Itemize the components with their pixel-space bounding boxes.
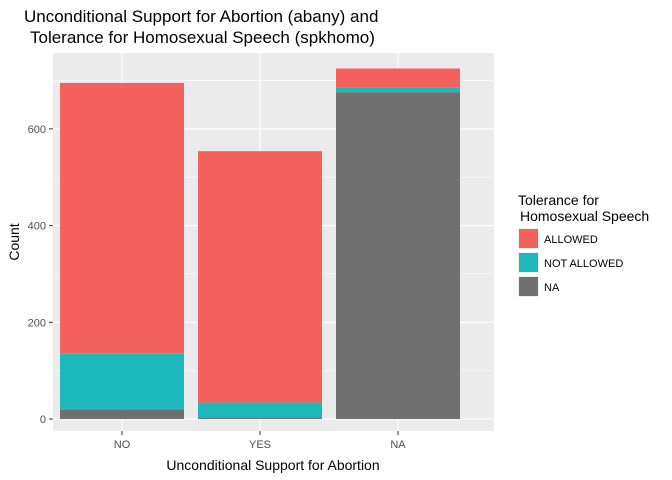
bar-segment-no-allowed (60, 82, 184, 354)
y-tick-label: 600 (28, 124, 46, 136)
bars (60, 68, 460, 420)
x-tick-label: NO (114, 439, 131, 451)
y-tick-label: 400 (28, 221, 46, 233)
y-tick-label: 0 (40, 414, 46, 426)
chart-title: Unconditional Support for Abortion (aban… (24, 7, 378, 47)
y-tick-label: 200 (28, 317, 46, 329)
legend-title-line-1: Tolerance for (518, 192, 599, 208)
legend-key-allowed (519, 229, 538, 248)
bar-segment-na-not-allowed (336, 87, 460, 93)
legend: Tolerance for Homosexual Speech ALLOWED N… (518, 192, 649, 297)
x-tick-label: NA (390, 439, 406, 451)
bar-segment-yes-not-allowed (198, 402, 322, 419)
bar-segment-no-not-allowed (60, 353, 184, 410)
x-axis: NO YES NA (114, 431, 406, 451)
legend-label: NA (544, 282, 560, 294)
bar-segment-na-na (336, 92, 460, 420)
legend-label: ALLOWED (544, 234, 598, 246)
legend-title-line-2: Homosexual Speech (520, 208, 649, 224)
x-axis-title: Unconditional Support for Abortion (166, 457, 379, 473)
bar-segment-no-na (60, 409, 184, 419)
legend-key-not-allowed (519, 253, 538, 272)
bar-segment-na-allowed (336, 68, 460, 88)
y-axis-title: Count (6, 223, 22, 260)
chart-title-line-2: Tolerance for Homosexual Speech (spkhomo… (30, 28, 375, 47)
legend-label: NOT ALLOWED (544, 258, 623, 270)
y-axis: 0 200 400 600 (28, 124, 53, 426)
chart-title-line-1: Unconditional Support for Abortion (aban… (24, 7, 378, 26)
x-tick-label: YES (249, 439, 271, 451)
bar-segment-yes-na (198, 418, 322, 419)
legend-key-na (519, 277, 538, 296)
bar-segment-yes-allowed (198, 151, 322, 403)
